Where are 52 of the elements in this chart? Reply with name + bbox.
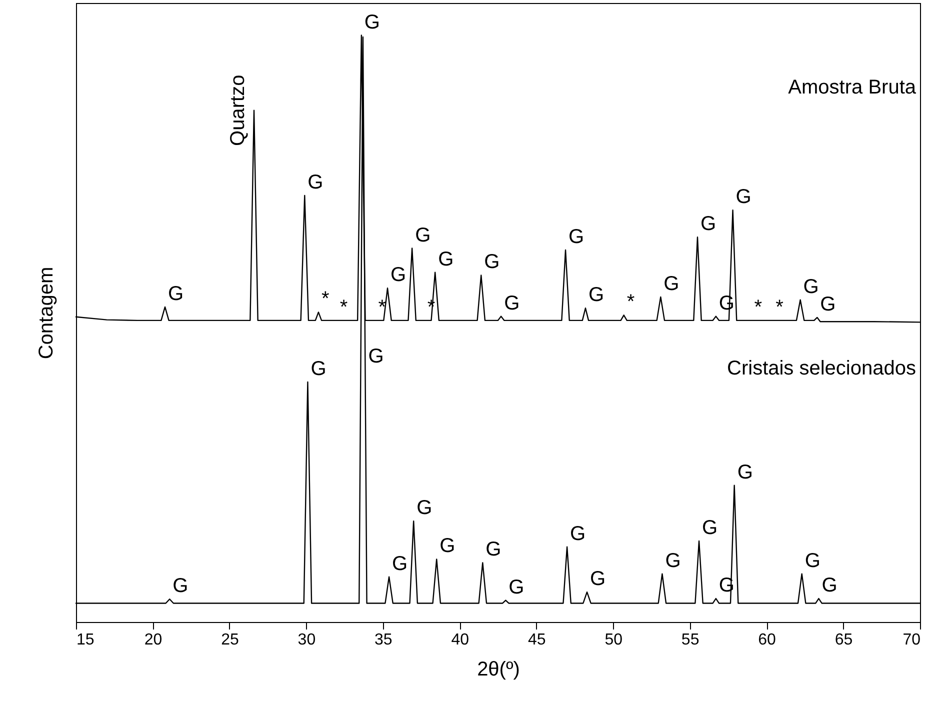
x-tick-label: 70 (902, 632, 921, 648)
annotation: G (702, 517, 718, 540)
annotation: G (803, 276, 819, 298)
annotation: G (390, 264, 406, 286)
annotation: * (340, 296, 348, 318)
annotation: G (664, 272, 680, 295)
annotation: G (484, 251, 500, 274)
x-tick-label: 50 (604, 632, 623, 648)
annotation: G (416, 497, 432, 520)
annotation: Amostra Bruta (788, 76, 917, 98)
y-axis-title: Contagem (36, 266, 58, 360)
annotation: G (508, 576, 524, 598)
x-tick-label: 40 (451, 632, 470, 648)
annotation: G (392, 552, 408, 575)
annotation: G (700, 213, 716, 236)
annotation: G (368, 346, 384, 368)
annotation: G (568, 226, 584, 248)
annotation: G (588, 284, 604, 306)
annotation: G (590, 568, 606, 590)
annotation: G (310, 358, 326, 380)
annotation: G (486, 538, 502, 561)
x-tick-label: 20 (144, 632, 162, 648)
annotation: G (440, 535, 456, 558)
annotation: G (364, 11, 380, 34)
annotation: * (321, 288, 330, 310)
x-tick-label: 60 (758, 632, 776, 648)
annotation: Quartzo (227, 74, 250, 146)
annotation: * (754, 296, 762, 318)
annotation: * (776, 296, 784, 318)
annotation: G (308, 171, 324, 194)
annotation: G (665, 550, 681, 572)
annotation: G (737, 461, 753, 484)
annotation: G (415, 224, 431, 246)
annotation: G (804, 550, 820, 572)
x-tick-label: 15 (76, 632, 94, 648)
annotation: * (626, 291, 635, 314)
x-axis-title: 2θ(º) (477, 658, 520, 680)
x-tick-label: 65 (834, 632, 853, 648)
annotation: G (736, 186, 752, 208)
annotation: G (172, 575, 188, 598)
x-tick-label: 55 (681, 632, 700, 648)
x-tick-label: 35 (374, 632, 392, 648)
annotation: G (168, 282, 184, 305)
annotation: G (438, 248, 454, 270)
annotation: Cristais selecionados (727, 358, 916, 380)
x-tick-label: 45 (528, 632, 546, 648)
x-tick-label: 25 (221, 632, 239, 648)
annotation: G (570, 522, 586, 545)
x-tick-label: 30 (298, 632, 316, 648)
annotation: G (820, 293, 836, 316)
annotation: G (504, 292, 520, 314)
annotation: G (822, 574, 838, 597)
